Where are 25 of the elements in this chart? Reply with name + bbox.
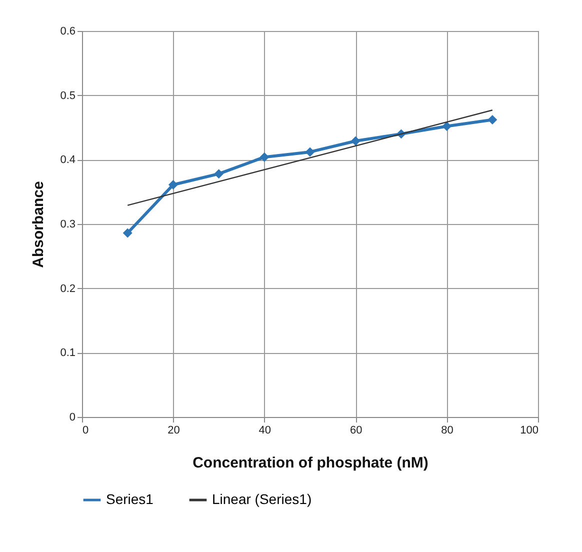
point xyxy=(305,147,315,157)
y-tick-label: 0.2 xyxy=(60,282,76,295)
x-tick-label: 60 xyxy=(350,424,362,436)
point xyxy=(260,152,270,162)
y-tick-label: 0.3 xyxy=(60,218,76,230)
y-tick-label: 0.6 xyxy=(60,26,76,38)
y-axis-title: Absorbance xyxy=(30,181,48,268)
legend-label: Series1 xyxy=(106,491,154,507)
point xyxy=(350,136,360,146)
y-tick-label: 0.1 xyxy=(60,347,76,360)
point xyxy=(214,169,224,179)
x-tick-label: 20 xyxy=(168,424,180,436)
point xyxy=(122,228,132,238)
legend-label: Linear (Series1) xyxy=(212,491,312,507)
x-tick-label: 0 xyxy=(82,424,89,436)
point xyxy=(442,121,452,131)
point xyxy=(168,180,178,190)
y-tick-label: 0.4 xyxy=(60,154,76,166)
point xyxy=(488,115,498,125)
y-tick-label: 0.5 xyxy=(60,90,76,102)
y-tick-label: 0 xyxy=(69,412,76,424)
x-tick-label: 80 xyxy=(441,424,454,436)
x-tick-label: 40 xyxy=(258,424,272,436)
x-axis-title: Concentration of phosphate (nM) xyxy=(192,454,428,472)
x-tick-label: 100 xyxy=(520,424,538,436)
